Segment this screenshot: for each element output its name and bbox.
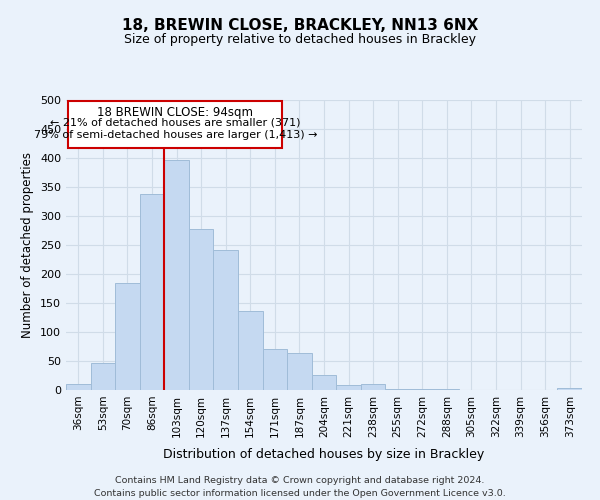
- Bar: [189, 230, 214, 390]
- Bar: [385, 389, 410, 390]
- Bar: [312, 375, 336, 390]
- Bar: [238, 310, 263, 390]
- FancyBboxPatch shape: [68, 100, 282, 148]
- Bar: [66, 384, 91, 390]
- Bar: [263, 350, 287, 390]
- Bar: [164, 160, 189, 390]
- Text: 18 BREWIN CLOSE: 94sqm: 18 BREWIN CLOSE: 94sqm: [97, 106, 253, 120]
- Text: Size of property relative to detached houses in Brackley: Size of property relative to detached ho…: [124, 32, 476, 46]
- Bar: [361, 384, 385, 390]
- Bar: [336, 386, 361, 390]
- Bar: [287, 354, 312, 390]
- Text: Contains public sector information licensed under the Open Government Licence v3: Contains public sector information licen…: [94, 489, 506, 498]
- Bar: [115, 282, 140, 390]
- Bar: [91, 362, 115, 390]
- Text: 18, BREWIN CLOSE, BRACKLEY, NN13 6NX: 18, BREWIN CLOSE, BRACKLEY, NN13 6NX: [122, 18, 478, 32]
- Text: 79% of semi-detached houses are larger (1,413) →: 79% of semi-detached houses are larger (…: [34, 130, 317, 140]
- Y-axis label: Number of detached properties: Number of detached properties: [22, 152, 34, 338]
- Bar: [214, 250, 238, 390]
- Text: Contains HM Land Registry data © Crown copyright and database right 2024.: Contains HM Land Registry data © Crown c…: [115, 476, 485, 485]
- Bar: [140, 194, 164, 390]
- Text: ← 21% of detached houses are smaller (371): ← 21% of detached houses are smaller (37…: [50, 118, 301, 128]
- Bar: [557, 388, 582, 390]
- X-axis label: Distribution of detached houses by size in Brackley: Distribution of detached houses by size …: [163, 448, 485, 461]
